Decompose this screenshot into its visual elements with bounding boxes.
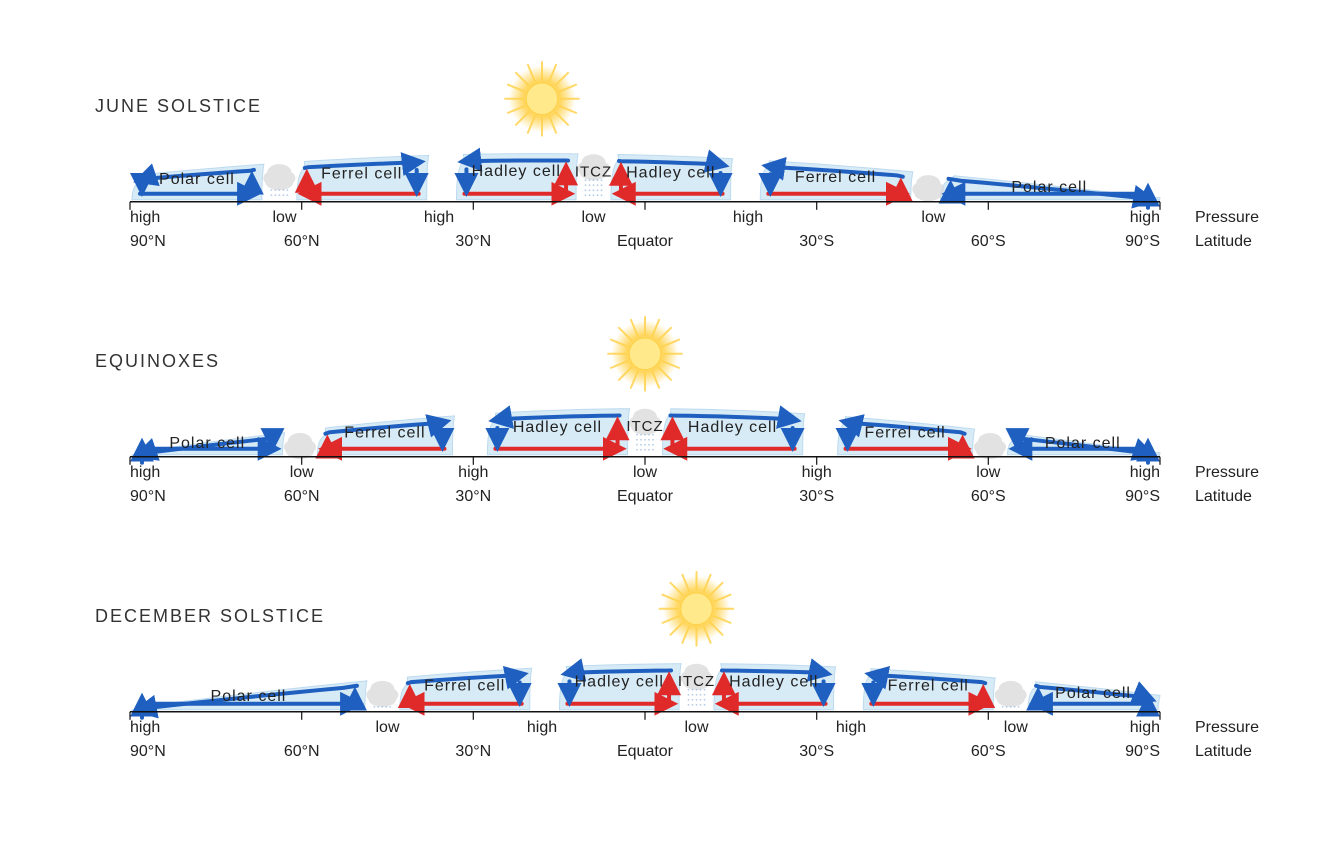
pressure-label: low [290,464,314,481]
cell-label: Ferrel cell [864,425,945,442]
pressure-label: high [130,209,160,226]
panel-title: EQUINOXES [95,351,220,371]
cell-label: Hadley cell [513,419,602,436]
pressure-label: low [921,209,945,226]
atmospheric-circulation-diagram: JUNE SOLSTICE Polar cell Ferrel cell Hadley… [0,0,1320,842]
axis-title-latitude: Latitude [1195,743,1252,760]
itcz-label: ITCZ [678,673,715,690]
axis-title-latitude: Latitude [1195,488,1252,505]
pressure-label: high [424,209,454,226]
sun-icon [681,593,713,625]
pressure-label: high [802,464,832,481]
latitude-label: 30°S [799,488,834,505]
latitude-label: 30°S [799,233,834,250]
cloud-icon [284,433,316,459]
cloud-icon [912,175,944,201]
latitude-label: 90°S [1125,233,1160,250]
latitude-label: 60°S [971,488,1006,505]
pressure-label: high [836,719,866,736]
cell-label: Ferrel cell [424,678,505,695]
axis-title-latitude: Latitude [1195,233,1252,250]
pressure-label: high [130,719,160,736]
latitude-label: Equator [617,743,674,760]
cell-label: Polar cell [1055,685,1131,702]
panel: DECEMBER SOLSTICE Polar cell Ferrel cell Ha… [95,572,1259,760]
cell-label: Ferrel cell [344,425,425,442]
sun-icon [526,83,558,115]
pressure-label: high [733,209,763,226]
latitude-label: Equator [617,233,674,250]
cell-label: Ferrel cell [888,678,969,695]
latitude-label: 90°N [130,743,166,760]
pressure-label: high [1130,464,1160,481]
cell-label: Polar cell [1045,435,1121,452]
latitude-label: 30°S [799,743,834,760]
cloud-icon [366,681,398,708]
pressure-label: low [684,719,708,736]
latitude-label: 60°S [971,233,1006,250]
pressure-label: high [1130,719,1160,736]
cloud-icon [995,681,1027,708]
cell-label: Ferrel cell [795,169,876,186]
pressure-label: low [633,464,657,481]
cloud-icon [974,433,1006,459]
cell-label: Polar cell [169,435,245,452]
pressure-label: low [375,719,399,736]
axis-title-pressure: Pressure [1195,719,1259,736]
cell-label: Polar cell [1011,179,1087,196]
panel-title: DECEMBER SOLSTICE [95,606,325,626]
latitude-label: 60°N [284,233,320,250]
pressure-label: low [272,209,296,226]
pressure-label: low [976,464,1000,481]
cell-label: Polar cell [159,171,235,188]
cell-label: Hadley cell [626,164,715,181]
axis-title-pressure: Pressure [1195,464,1259,481]
latitude-label: 90°N [130,488,166,505]
latitude-label: 60°N [284,488,320,505]
panel-title: JUNE SOLSTICE [95,96,262,116]
pressure-label: high [130,464,160,481]
pressure-label: high [527,719,557,736]
latitude-label: 30°N [455,233,491,250]
sun-icon [629,338,661,370]
latitude-label: 90°S [1125,488,1160,505]
cell-label: Ferrel cell [321,165,402,182]
latitude-label: 90°N [130,233,166,250]
cell-label: Polar cell [211,688,287,705]
pressure-label: low [1004,719,1028,736]
cloud-icon [263,164,295,196]
pressure-label: high [1130,209,1160,226]
cell-label: Hadley cell [472,163,561,180]
latitude-label: 30°N [455,743,491,760]
latitude-label: 30°N [455,488,491,505]
latitude-label: 90°S [1125,743,1160,760]
axis-title-pressure: Pressure [1195,209,1259,226]
itcz-label: ITCZ [575,163,612,180]
cell-label: Hadley cell [688,419,777,436]
pressure-label: high [458,464,488,481]
latitude-label: 60°N [284,743,320,760]
cell-label: Hadley cell [575,674,664,691]
latitude-label: 60°S [971,743,1006,760]
pressure-label: low [581,209,605,226]
latitude-label: Equator [617,488,674,505]
panel: EQUINOXES Polar cell Ferrel cell Hadley cel… [95,317,1259,505]
panel: JUNE SOLSTICE Polar cell Ferrel cell Hadley… [95,62,1259,250]
itcz-label: ITCZ [626,418,663,435]
flow-arrow [464,160,568,161]
cell-label: Hadley cell [729,674,818,691]
